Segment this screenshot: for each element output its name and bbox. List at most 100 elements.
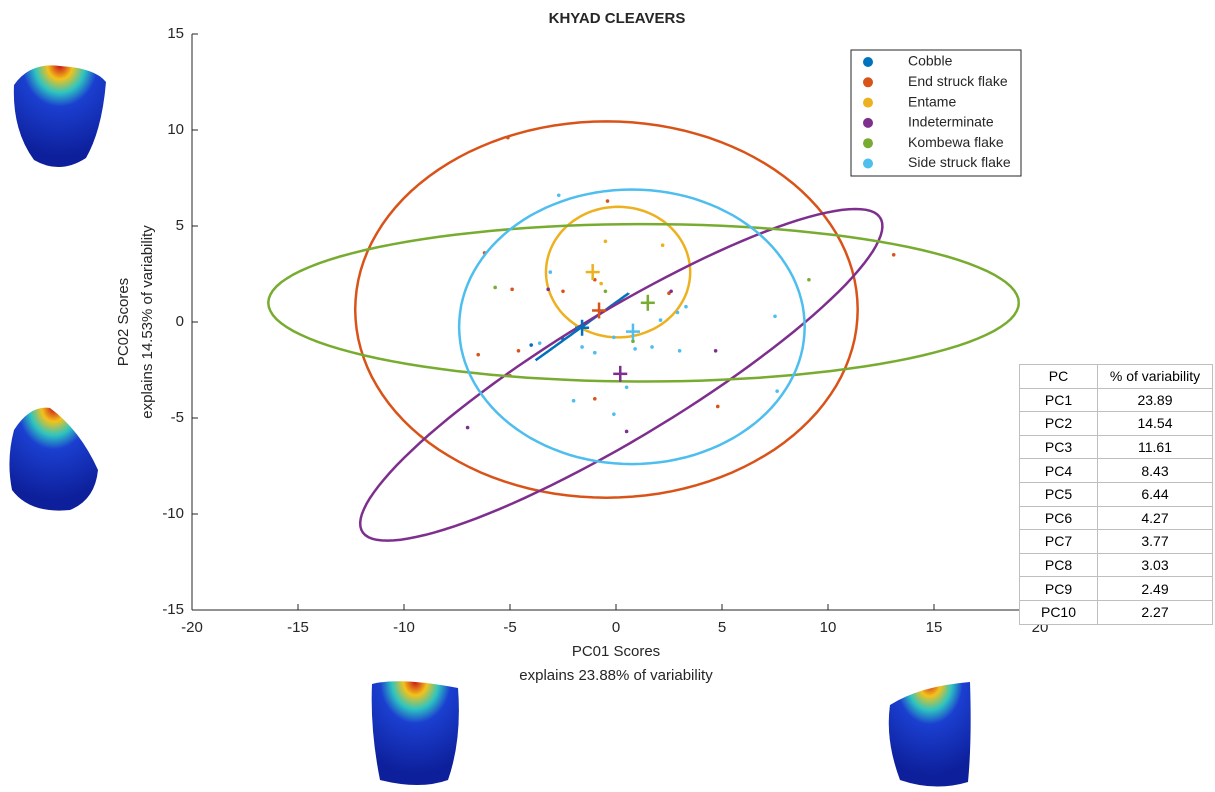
legend-label: Indeterminate (908, 114, 994, 130)
table-cell: PC4 (1019, 458, 1098, 483)
x-axis-label: explains 23.88% of variability (519, 667, 713, 684)
shape-image (9, 407, 98, 511)
data-point (631, 339, 635, 344)
group-mean (585, 264, 600, 281)
legend-label: End struck flake (908, 73, 1008, 89)
confidence-ellipse (353, 120, 859, 499)
y-axis-label: PC02 Scores (115, 278, 132, 366)
legend-marker (863, 57, 873, 67)
data-point (775, 389, 779, 393)
data-point (493, 285, 497, 290)
table-cell: 14.54 (1097, 411, 1213, 436)
confidence-ellipse (457, 188, 806, 466)
data-point (605, 199, 610, 203)
table-row: PC5 6.44 (1019, 481, 1213, 507)
table-header: PC % of variability (1019, 364, 1213, 389)
data-point (807, 277, 811, 282)
data-point (633, 347, 637, 351)
table-row: PC2 14.54 (1019, 411, 1213, 436)
data-point (612, 412, 616, 416)
legend-marker (863, 97, 873, 108)
data-point (476, 352, 481, 357)
data-point (561, 289, 565, 294)
x-tick-label: 5 (718, 619, 726, 636)
y-tick-label: -5 (171, 409, 184, 426)
table-cell: PC9 (1019, 576, 1098, 601)
table-cell: PC10 (1019, 599, 1098, 625)
legend-marker (863, 77, 873, 88)
group-mean (613, 365, 628, 382)
confidence-ellipse (544, 205, 692, 339)
header-cell: PC (1019, 364, 1098, 389)
shape-image (13, 65, 107, 168)
data-point (548, 270, 553, 274)
y-tick-label: -15 (162, 601, 184, 618)
confidence-ellipse (267, 222, 1021, 383)
table-cell: 6.44 (1097, 481, 1213, 507)
x-tick-label: 10 (820, 619, 837, 636)
group-mean (640, 294, 655, 311)
data-point (677, 349, 682, 353)
data-point (603, 289, 608, 294)
x-tick-label: 15 (926, 619, 943, 636)
data-point (571, 398, 576, 403)
y-tick-label: 5 (176, 217, 184, 234)
table-row: PC4 8.43 (1019, 458, 1213, 483)
data-point (891, 253, 896, 257)
confidence-ellipse (358, 207, 884, 542)
x-tick-label: -15 (287, 619, 309, 636)
data-point (510, 287, 514, 292)
table-row: PC10 2.27 (1019, 599, 1213, 625)
table-cell: PC3 (1019, 434, 1098, 460)
data-point (556, 193, 561, 198)
data-point (580, 345, 584, 349)
group-mean (592, 302, 607, 319)
data-point (715, 404, 720, 409)
data-point (660, 243, 665, 247)
table-cell: 4.27 (1097, 505, 1213, 531)
table-cell: 3.03 (1097, 552, 1213, 578)
legend-label: Side struck flake (908, 154, 1011, 170)
legend-marker (863, 158, 873, 169)
y-tick-label: 15 (167, 25, 184, 42)
table-row: PC7 3.77 (1019, 529, 1213, 554)
table-cell: 11.61 (1097, 434, 1213, 460)
y-tick-label: 0 (176, 313, 184, 330)
legend-box (850, 49, 1022, 177)
y-axis-label: explains 14.53% of variability (139, 225, 156, 419)
chart-title: KHYAD CLEAVERS (549, 10, 686, 27)
legend-label: Kombewa flake (908, 134, 1004, 150)
data-point (603, 239, 608, 244)
data-point (612, 335, 616, 340)
data-point (650, 345, 654, 349)
data-point (624, 385, 629, 390)
table-cell: PC1 (1019, 387, 1098, 413)
table-cell: 2.49 (1097, 576, 1213, 601)
table-row: PC1 23.89 (1019, 387, 1213, 413)
data-point (599, 281, 603, 286)
data-point (773, 314, 777, 319)
table-row: PC9 2.49 (1019, 576, 1213, 601)
data-point (537, 341, 542, 345)
table-cell: PC5 (1019, 481, 1098, 507)
table-row: PC8 3.03 (1019, 552, 1213, 578)
data-point (546, 287, 550, 292)
x-tick-label: 0 (612, 619, 620, 636)
data-point (624, 429, 629, 434)
data-point (669, 289, 673, 294)
table-row: PC6 4.27 (1019, 505, 1213, 531)
data-point (529, 343, 533, 347)
shape-image (371, 681, 459, 785)
legend-marker (863, 117, 873, 128)
x-axis-label: PC01 Scores (572, 643, 660, 660)
table-cell: PC2 (1019, 411, 1098, 436)
table-cell: 2.27 (1097, 599, 1213, 625)
legend-label: Entame (908, 93, 956, 109)
data-point (465, 425, 470, 430)
legend-label: Cobble (908, 53, 953, 69)
data-point (713, 349, 718, 353)
y-tick-label: -10 (162, 505, 184, 522)
y-tick-label: 10 (167, 121, 184, 138)
table-cell: 8.43 (1097, 458, 1213, 483)
